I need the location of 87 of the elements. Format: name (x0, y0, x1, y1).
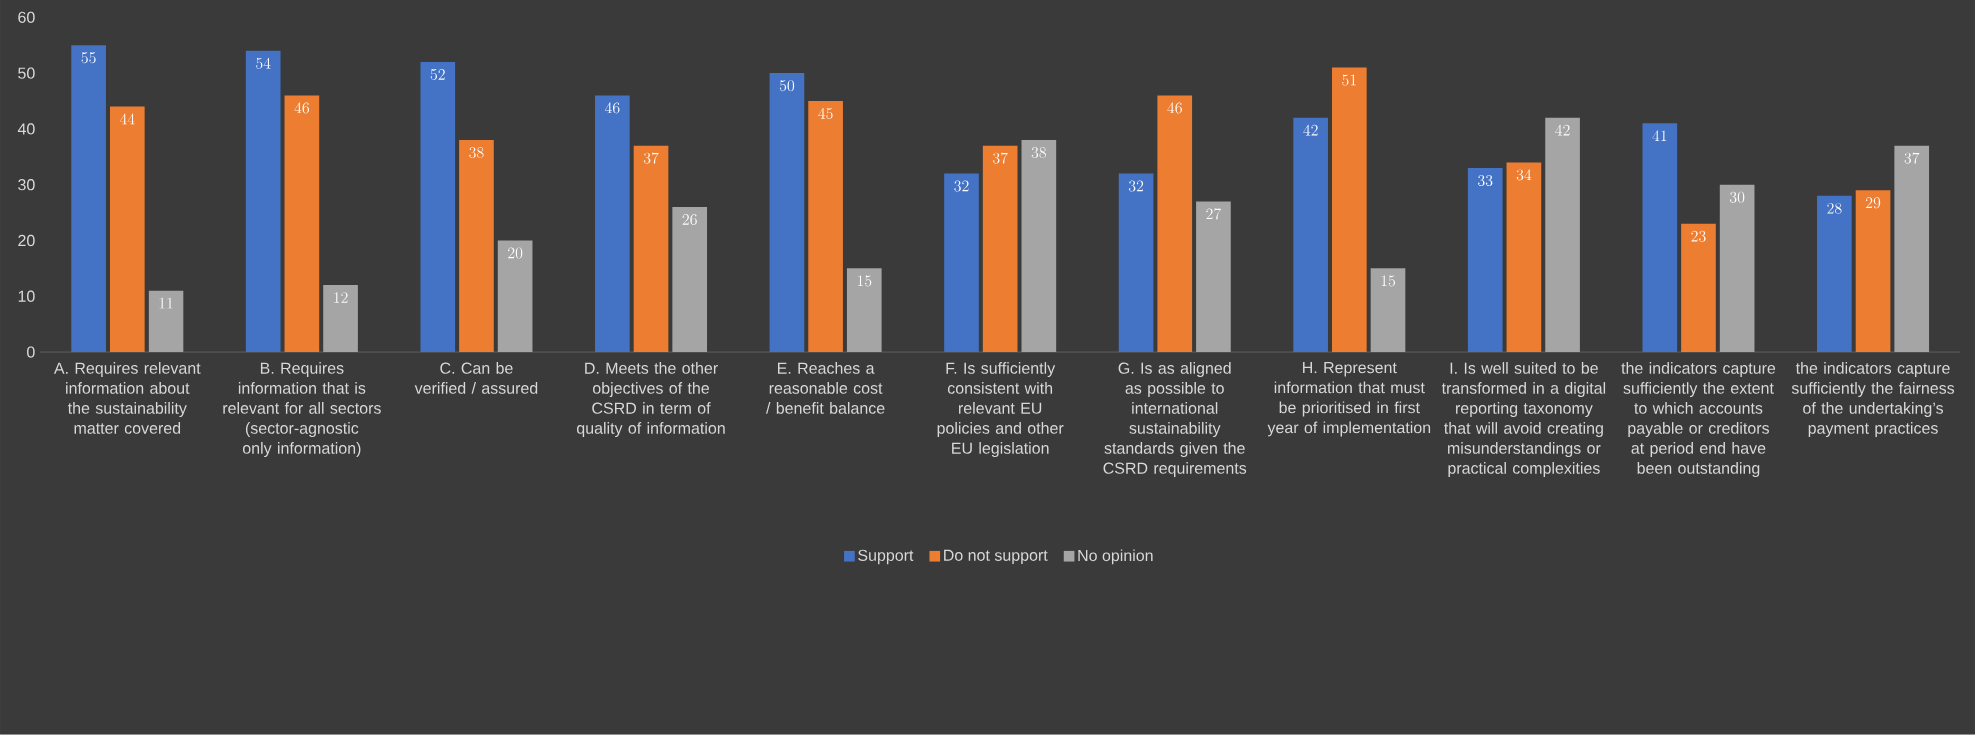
data-label: 55 (81, 52, 96, 64)
bar (284, 95, 320, 353)
data-label: 38 (469, 147, 484, 159)
data-label: 23 (1691, 230, 1706, 242)
bar (1681, 223, 1716, 353)
data-label: 51 (1342, 74, 1356, 86)
data-label: 38 (1031, 147, 1047, 159)
bar (245, 50, 281, 353)
bar (1118, 173, 1154, 353)
x-tick-label: the indicators capture sufficiently the fairness of the undertaking’s payment practices (1791, 362, 1955, 438)
data-label: 32 (1128, 180, 1144, 192)
x-tick-label: the indicators capture sufficiently the extent to which accounts payable or creditors at period end have been outstanding (1621, 362, 1776, 478)
x-tick-label: F. Is sufficiently consistent with relevant EU policies and other EU legislation (937, 362, 1064, 458)
bar (595, 95, 630, 353)
bar (1545, 117, 1580, 353)
data-label: 42 (1555, 124, 1570, 136)
x-tick-label: E. Reaches a reasonable cost / benefit balance (765, 362, 885, 414)
bar (1719, 184, 1755, 353)
bar (1817, 195, 1852, 353)
bar (769, 73, 805, 353)
bar (1506, 162, 1542, 353)
x-tick-label: I. Is well suited to be transformed in a digital reporting taxonomy that will avoid creating misunderstandings or practical complexities (1441, 362, 1606, 478)
bar (459, 140, 494, 353)
bar (1331, 67, 1367, 353)
x-tick-label: G. Is as aligned as possible to international sustainability standards given the CSRD requirements (1103, 362, 1247, 478)
y-tick-label: 10 (18, 290, 35, 303)
data-label: 37 (992, 152, 1008, 164)
bar (1157, 95, 1193, 353)
bar (148, 290, 184, 353)
y-tick-label: 0 (27, 346, 35, 358)
bar (1293, 117, 1328, 353)
data-label: 50 (779, 80, 795, 92)
bar (944, 173, 979, 353)
data-label: 52 (430, 69, 445, 81)
bar (420, 62, 456, 353)
x-tick-label: B. Requires information that is relevant for all sectors (sector-agnostic only information) (223, 362, 381, 458)
bar (672, 207, 708, 353)
bar (982, 145, 1018, 353)
data-label: 28 (1827, 203, 1842, 214)
y-tick-label: 50 (18, 67, 35, 79)
bar (846, 268, 882, 353)
data-label: 37 (1904, 152, 1920, 164)
bar (1855, 190, 1891, 353)
bar (323, 285, 358, 353)
bar (1196, 201, 1231, 353)
data-label: 20 (508, 247, 523, 259)
bar (109, 106, 145, 353)
bar (1370, 268, 1406, 353)
y-tick-label: 20 (18, 234, 35, 247)
data-label: 15 (1381, 275, 1396, 287)
legend-label: Do not support (944, 549, 1048, 565)
bar (808, 101, 843, 353)
x-tick-label: A. Requires relevant information about the sustainability matter covered (53, 362, 201, 434)
y-tick-label: 40 (17, 123, 35, 135)
data-label: 29 (1865, 197, 1881, 209)
x-tick-label: H. Represent information that must be prioritised in first year of implementation (1267, 362, 1431, 437)
data-label: 41 (1652, 130, 1667, 142)
bar (497, 240, 533, 353)
legend-label: Support (858, 549, 914, 565)
data-label: 27 (1206, 208, 1221, 220)
data-label: 44 (119, 113, 135, 125)
x-tick-label: C. Can be verified / assured (414, 362, 538, 394)
x-tick-label: D. Meets the other objectives of the CSRD in term of quality of information (576, 362, 725, 438)
data-label: 15 (857, 275, 872, 287)
data-label: 33 (1478, 175, 1493, 187)
data-label: 37 (643, 152, 659, 164)
data-label: 32 (954, 180, 969, 192)
bar (1642, 123, 1678, 353)
data-label: 46 (604, 102, 620, 114)
bar (633, 145, 669, 353)
legend-label: No opinion (1078, 549, 1153, 565)
data-label: 42 (1303, 124, 1318, 136)
data-label: 12 (334, 292, 348, 303)
y-tick-label: 30 (18, 179, 35, 191)
data-label: 46 (1167, 102, 1182, 114)
bar (71, 45, 106, 353)
data-label: 11 (159, 297, 173, 309)
data-label: 34 (1516, 169, 1532, 181)
bar (1021, 140, 1057, 353)
data-label: 45 (818, 108, 833, 120)
y-tick-label: 60 (18, 11, 35, 24)
bar (1467, 168, 1503, 353)
data-label: 30 (1729, 191, 1745, 203)
bar (1894, 145, 1930, 353)
data-label: 26 (682, 214, 697, 226)
data-label: 54 (256, 57, 271, 69)
data-label: 46 (294, 102, 310, 114)
